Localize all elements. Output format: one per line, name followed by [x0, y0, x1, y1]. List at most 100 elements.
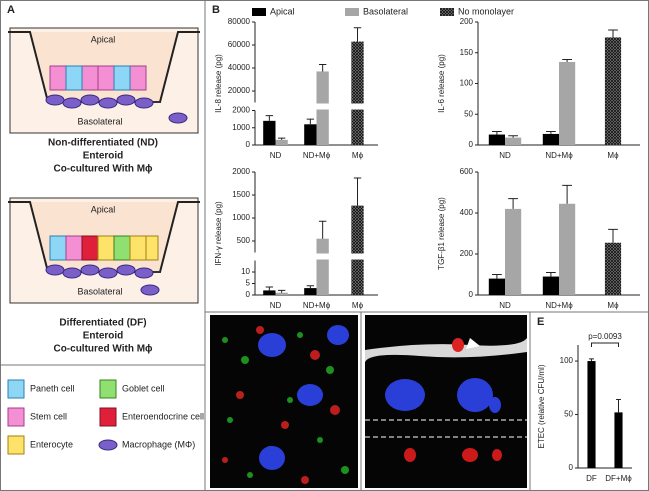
y-tick-label: 100 — [460, 79, 474, 88]
bar — [488, 278, 505, 295]
x-tick-label: ND+Mϕ — [545, 301, 573, 310]
bar — [275, 139, 288, 145]
micrograph-c — [210, 315, 358, 488]
bar — [604, 37, 622, 145]
legend-label: Enterocyte — [30, 439, 73, 449]
y-tick-label: 5 — [246, 279, 251, 288]
x-tick-label: ND — [499, 301, 511, 310]
y-axis-label: ETEC (relative CFU/ml) — [537, 364, 546, 448]
error-bar — [265, 286, 274, 291]
caption: Differentiated (DF) — [59, 318, 146, 329]
caption: Co-cultured With Mϕ — [53, 344, 153, 355]
error-bar — [306, 285, 315, 289]
x-tick-label: ND — [499, 151, 511, 160]
y-tick-label: 0 — [469, 290, 474, 299]
x-tick-label: Mϕ — [607, 301, 619, 310]
bar — [316, 238, 329, 295]
y-tick-label: 2000 — [232, 167, 250, 176]
error-bar — [353, 177, 362, 206]
y-tick-label: 1000 — [232, 123, 250, 132]
legend-label: No monolayer — [458, 6, 514, 16]
panel-label: E — [537, 316, 544, 328]
error-bar — [265, 115, 274, 121]
legend-swatch — [345, 8, 359, 16]
bar — [351, 205, 364, 295]
error-bar — [546, 271, 556, 277]
y-tick-label: 50 — [564, 410, 573, 419]
x-tick-label: ND — [270, 301, 282, 310]
y-axis-label: IFN-γ release (pg) — [214, 201, 223, 266]
error-bar — [508, 135, 518, 138]
legend-label: Apical — [270, 6, 295, 16]
error-bar — [277, 289, 286, 293]
y-tick-label: 2000 — [232, 106, 250, 115]
bar — [304, 124, 317, 145]
legend-label: Macrophage (MΦ) — [122, 439, 195, 449]
transwell-top — [8, 27, 200, 134]
caption: Non-differentiated (ND) — [48, 138, 158, 149]
bar — [263, 120, 276, 145]
bar — [263, 290, 276, 295]
error-bar — [608, 228, 618, 243]
x-tick-label: ND+Mϕ — [303, 301, 331, 310]
region-label: Apical — [91, 204, 116, 214]
x-tick-label: Mϕ — [352, 301, 364, 310]
y-axis-label: IL-6 release (pg) — [437, 54, 446, 113]
bar — [304, 288, 317, 295]
legend-swatch — [252, 8, 266, 16]
y-tick-label: 600 — [460, 167, 474, 176]
x-tick-label: DF+Mϕ — [605, 474, 632, 483]
y-tick-label: 40000 — [228, 63, 251, 72]
error-bar — [492, 130, 502, 135]
region-label: Basolateral — [77, 116, 122, 126]
caption: Enteroid — [83, 331, 124, 342]
bar — [559, 203, 576, 295]
bar — [275, 292, 288, 295]
error-bar — [492, 274, 502, 279]
caption: Co-cultured With Mϕ — [53, 164, 153, 175]
legend-label: Paneth cell — [30, 383, 75, 393]
legend-label: Enteroendocrine cell — [122, 411, 204, 421]
region-label: Basolateral — [77, 286, 122, 296]
y-tick-label: 80000 — [228, 17, 251, 26]
bar — [488, 134, 505, 145]
bar — [604, 242, 622, 295]
y-tick-label: 400 — [460, 208, 474, 217]
legend-label: Goblet cell — [122, 383, 165, 393]
error-bar — [589, 358, 594, 362]
y-tick-label: 0 — [469, 140, 474, 149]
error-bar — [318, 64, 327, 72]
axis-break — [256, 103, 379, 110]
region-label: Apical — [91, 34, 116, 44]
transwell-bottom — [8, 197, 200, 304]
error-bar — [562, 184, 572, 204]
bar — [614, 412, 623, 468]
y-tick-label: 500 — [237, 236, 251, 245]
axis-break — [256, 253, 379, 260]
y-tick-label: 200 — [460, 17, 474, 26]
error-bar — [616, 399, 621, 413]
bar — [542, 133, 559, 145]
bar — [559, 61, 576, 145]
y-axis-label: TGF-β1 release (pg) — [437, 197, 446, 270]
error-bar — [562, 59, 572, 62]
bar — [542, 276, 559, 295]
y-tick-label: 60000 — [228, 40, 251, 49]
error-bar — [306, 118, 315, 125]
x-tick-label: ND+Mϕ — [303, 151, 331, 160]
y-tick-label: 0 — [569, 463, 574, 472]
panel-label: B — [212, 4, 220, 16]
y-tick-label: 20000 — [228, 86, 251, 95]
y-tick-label: 10 — [241, 267, 250, 276]
x-tick-label: DF — [586, 474, 597, 483]
error-bar — [353, 27, 362, 42]
annotation: p=0.0093 — [588, 332, 622, 341]
x-tick-label: Mϕ — [352, 151, 364, 160]
panel-label: A — [7, 4, 15, 16]
error-bar — [277, 137, 286, 140]
x-tick-label: Mϕ — [607, 151, 619, 160]
bar — [587, 361, 596, 468]
error-bar — [608, 29, 618, 38]
legend-label: Stem cell — [30, 411, 67, 421]
